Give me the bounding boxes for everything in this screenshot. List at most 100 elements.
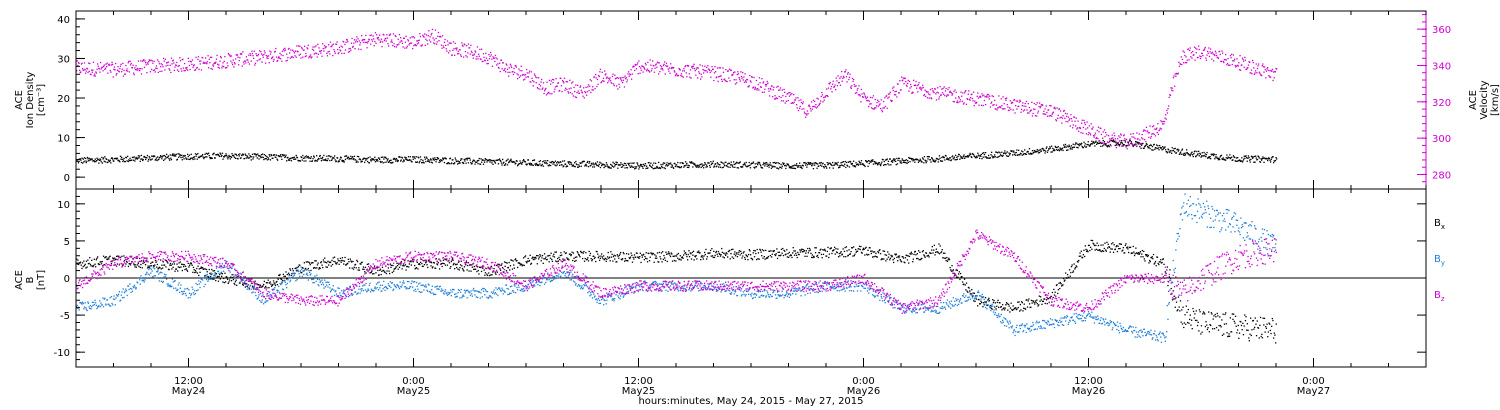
velocity-point	[968, 98, 971, 100]
velocity-point	[633, 65, 635, 68]
density-point	[780, 163, 782, 166]
bx-point	[390, 266, 392, 268]
density-point	[522, 160, 524, 162]
velocity-point	[768, 90, 770, 92]
bx-point	[632, 256, 634, 259]
velocity-point	[473, 54, 475, 56]
velocity-point	[443, 41, 446, 43]
density-point	[1174, 151, 1176, 153]
velocity-point	[403, 37, 405, 39]
velocity-point	[125, 64, 127, 67]
density-point	[996, 156, 998, 158]
bx-point	[85, 260, 88, 262]
density-point	[718, 166, 720, 168]
velocity-point	[812, 99, 815, 101]
density-point	[521, 163, 523, 165]
bx-point	[141, 267, 143, 269]
velocity-point	[784, 91, 786, 93]
velocity-point	[307, 44, 309, 46]
velocity-point	[397, 44, 399, 46]
velocity-point	[313, 53, 315, 55]
velocity-point	[297, 51, 299, 53]
density-point	[1180, 151, 1182, 153]
bx-point	[404, 260, 406, 262]
density-point	[812, 168, 815, 170]
bx-point	[416, 261, 418, 263]
bx-point	[276, 280, 278, 283]
bx-point	[130, 256, 132, 258]
density-point	[1247, 157, 1249, 159]
density-point	[1042, 147, 1044, 150]
velocity-point	[305, 52, 307, 55]
velocity-point	[381, 46, 383, 48]
velocity-point	[877, 105, 879, 107]
velocity-point	[1263, 71, 1265, 73]
bx-point	[218, 275, 220, 278]
density-point	[545, 162, 548, 164]
density-point	[492, 163, 494, 165]
velocity-point	[922, 86, 924, 89]
density-point	[224, 155, 227, 157]
velocity-point	[904, 77, 906, 80]
density-point	[617, 167, 619, 169]
bx-point	[278, 274, 281, 277]
density-point	[815, 163, 818, 165]
velocity-point	[580, 85, 582, 87]
bx-point	[490, 265, 493, 267]
density-point	[330, 155, 332, 158]
density-point	[1243, 158, 1245, 160]
velocity-point	[226, 66, 228, 69]
density-point	[950, 159, 953, 161]
velocity-point	[365, 34, 367, 37]
bx-point	[171, 263, 174, 265]
density-point	[356, 160, 358, 162]
density-point	[1261, 159, 1263, 161]
density-point	[806, 166, 808, 168]
density-point	[592, 166, 594, 168]
velocity-point	[230, 55, 233, 57]
density-point	[966, 156, 968, 158]
velocity-point	[1004, 98, 1007, 100]
bx-point	[414, 268, 416, 270]
bx-point	[160, 259, 162, 261]
velocity-point	[100, 68, 102, 70]
density-point	[399, 156, 401, 158]
density-point	[452, 159, 454, 161]
density-point	[1131, 143, 1133, 145]
density-point	[418, 162, 420, 164]
bx-point	[639, 256, 641, 258]
velocity-point	[1124, 139, 1127, 141]
bx-point	[657, 261, 659, 263]
density-point	[713, 166, 715, 168]
density-point	[701, 165, 704, 167]
density-point	[598, 165, 600, 167]
velocity-point	[235, 58, 237, 60]
density-point	[225, 153, 227, 155]
bx-point	[103, 264, 105, 266]
velocity-point	[424, 33, 426, 35]
velocity-point	[902, 77, 905, 79]
bx-point	[569, 253, 571, 255]
velocity-point	[702, 69, 704, 71]
velocity-point	[215, 61, 217, 63]
density-point	[899, 162, 902, 164]
velocity-point	[368, 39, 371, 41]
bx-point	[524, 256, 526, 258]
velocity-point	[185, 67, 187, 69]
bx-point	[465, 264, 467, 266]
bx-point	[401, 268, 403, 270]
density-point	[1048, 148, 1050, 150]
velocity-point	[844, 71, 846, 73]
velocity-point	[584, 92, 587, 94]
velocity-point	[200, 60, 202, 62]
density-point	[263, 158, 265, 161]
density-point	[1060, 149, 1062, 151]
density-point	[1232, 159, 1234, 161]
bx-point	[363, 268, 365, 270]
velocity-point	[195, 56, 197, 58]
density-point	[532, 159, 534, 162]
bx-point	[326, 262, 328, 264]
velocity-point	[629, 74, 632, 76]
density-point	[661, 166, 663, 169]
velocity-point	[401, 40, 403, 42]
